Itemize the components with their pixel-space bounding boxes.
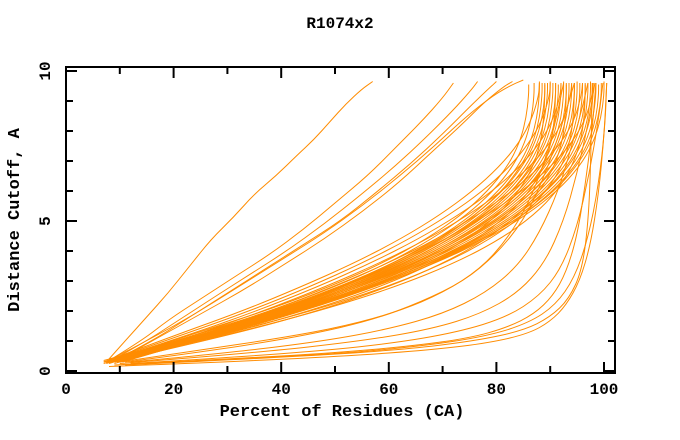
model-curve [106, 83, 570, 363]
model-curve [119, 81, 513, 360]
model-curve [108, 81, 373, 360]
model-curve [122, 83, 554, 360]
model-curve [108, 83, 575, 363]
model-curve [114, 82, 597, 366]
model-curve [125, 81, 591, 361]
x-tick-label: 100 [590, 381, 619, 399]
x-tick-label: 80 [487, 381, 506, 399]
model-curve [111, 83, 548, 363]
axes-group [65, 66, 616, 374]
model-curve [103, 84, 530, 364]
model-curve [108, 82, 454, 361]
model-curve [108, 82, 608, 367]
model-curve [116, 81, 551, 361]
model-curve [108, 84, 559, 364]
model-curve [108, 83, 535, 363]
model-curve [135, 82, 608, 364]
y-tick-label: 10 [37, 61, 55, 80]
model-curve [114, 84, 586, 364]
model-curve [103, 83, 557, 363]
model-curves-group [103, 79, 608, 367]
model-curve [130, 82, 604, 364]
tick-labels-group: 0 20 40 60 80 100 0 5 10 [37, 61, 618, 399]
y-tick-label: 0 [37, 366, 55, 376]
model-curve [103, 82, 540, 363]
model-curve [119, 82, 596, 364]
model-curve [114, 83, 546, 363]
model-curve [122, 84, 600, 361]
model-curve [130, 82, 594, 360]
model-curve [125, 82, 593, 366]
model-curve [125, 82, 575, 363]
model-curve [116, 83, 575, 360]
x-tick-label: 0 [61, 381, 71, 399]
model-curve [130, 82, 589, 363]
model-curve [103, 83, 581, 361]
x-axis-label: Percent of Residues (CA) [220, 403, 465, 422]
model-curve [114, 83, 586, 361]
y-tick-label: 5 [37, 216, 55, 226]
model-curve [106, 84, 546, 364]
model-curve [108, 83, 583, 360]
y-axis-label: Distance Cutoff, A [6, 127, 25, 311]
model-curve [111, 84, 573, 361]
model-curve [111, 83, 594, 360]
model-curve [114, 81, 478, 360]
chart-title: R1074x2 [306, 15, 373, 33]
x-tick-label: 40 [272, 381, 291, 399]
model-curve [108, 83, 602, 363]
model-curve [111, 79, 524, 360]
x-tick-label: 60 [379, 381, 398, 399]
x-tick-label: 20 [164, 381, 183, 399]
